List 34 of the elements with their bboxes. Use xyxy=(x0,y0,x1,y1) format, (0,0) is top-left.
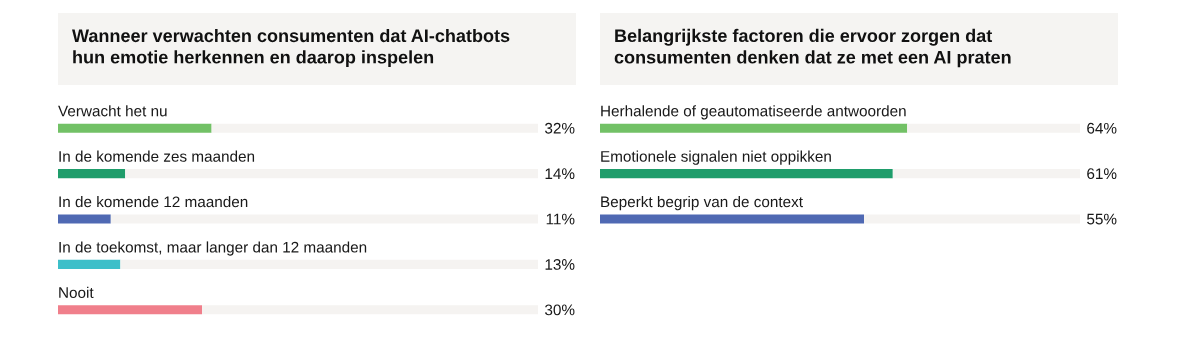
bar xyxy=(58,123,212,133)
y-tick-label: Emotionele signalen niet oppikken xyxy=(601,150,831,165)
y-tick-label: In de toekomst, maar langer dan 12 maanden xyxy=(59,241,367,256)
data-label: 13% xyxy=(545,259,575,270)
bar xyxy=(58,305,202,315)
bar xyxy=(211,123,538,133)
data-label: 30% xyxy=(545,304,575,316)
data-label: 64% xyxy=(1087,122,1117,134)
y-tick-label: Nooit xyxy=(59,286,94,299)
y-tick-label: Beperkt begrip van de context xyxy=(601,195,803,211)
bar xyxy=(58,259,121,269)
y-tick-label: Herhalende of geautomatiseerde antwoorden xyxy=(601,105,906,120)
bar xyxy=(864,214,1080,224)
bar xyxy=(120,259,538,269)
y-tick-label: In de komende 12 maanden xyxy=(59,195,248,208)
data-label: 61% xyxy=(1087,168,1117,180)
bar xyxy=(202,305,538,315)
bar xyxy=(110,214,538,224)
y-tick-label: In de komende zes maanden xyxy=(59,150,255,162)
bar xyxy=(58,214,111,224)
data-label: 32% xyxy=(545,122,575,134)
bar xyxy=(600,169,893,179)
bar xyxy=(600,123,908,133)
bar xyxy=(892,169,1080,179)
data-label: 14% xyxy=(545,168,575,179)
bar xyxy=(600,214,864,224)
chart-title: Belangrijkste factoren die ervoor zorgen dat consumenten denken dat ze met een AI praten xyxy=(614,28,1011,68)
bar xyxy=(125,169,538,179)
bar xyxy=(58,169,126,179)
chart-title: Wanneer verwachten consumenten dat AI-chatbots hun emotie herkennen en daarop inspelen xyxy=(72,28,510,68)
data-label: 11% xyxy=(546,213,575,225)
bar xyxy=(907,123,1080,133)
data-label: 55% xyxy=(1087,213,1117,225)
y-tick-label: Verwacht het nu xyxy=(58,105,167,117)
